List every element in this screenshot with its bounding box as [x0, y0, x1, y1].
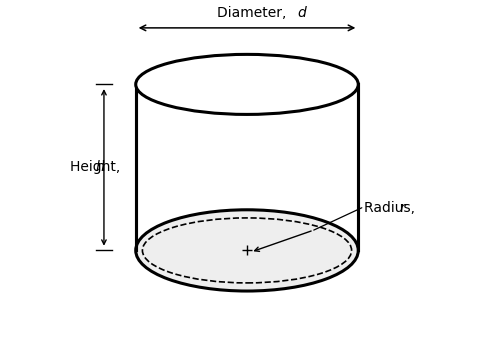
Ellipse shape: [136, 54, 358, 114]
Text: h: h: [96, 161, 105, 174]
Ellipse shape: [136, 210, 358, 291]
Text: Radius,: Radius,: [364, 201, 419, 215]
Text: r: r: [400, 201, 406, 215]
Text: d: d: [297, 6, 306, 20]
Text: Diameter,: Diameter,: [217, 6, 291, 20]
Text: Height,: Height,: [70, 161, 125, 174]
